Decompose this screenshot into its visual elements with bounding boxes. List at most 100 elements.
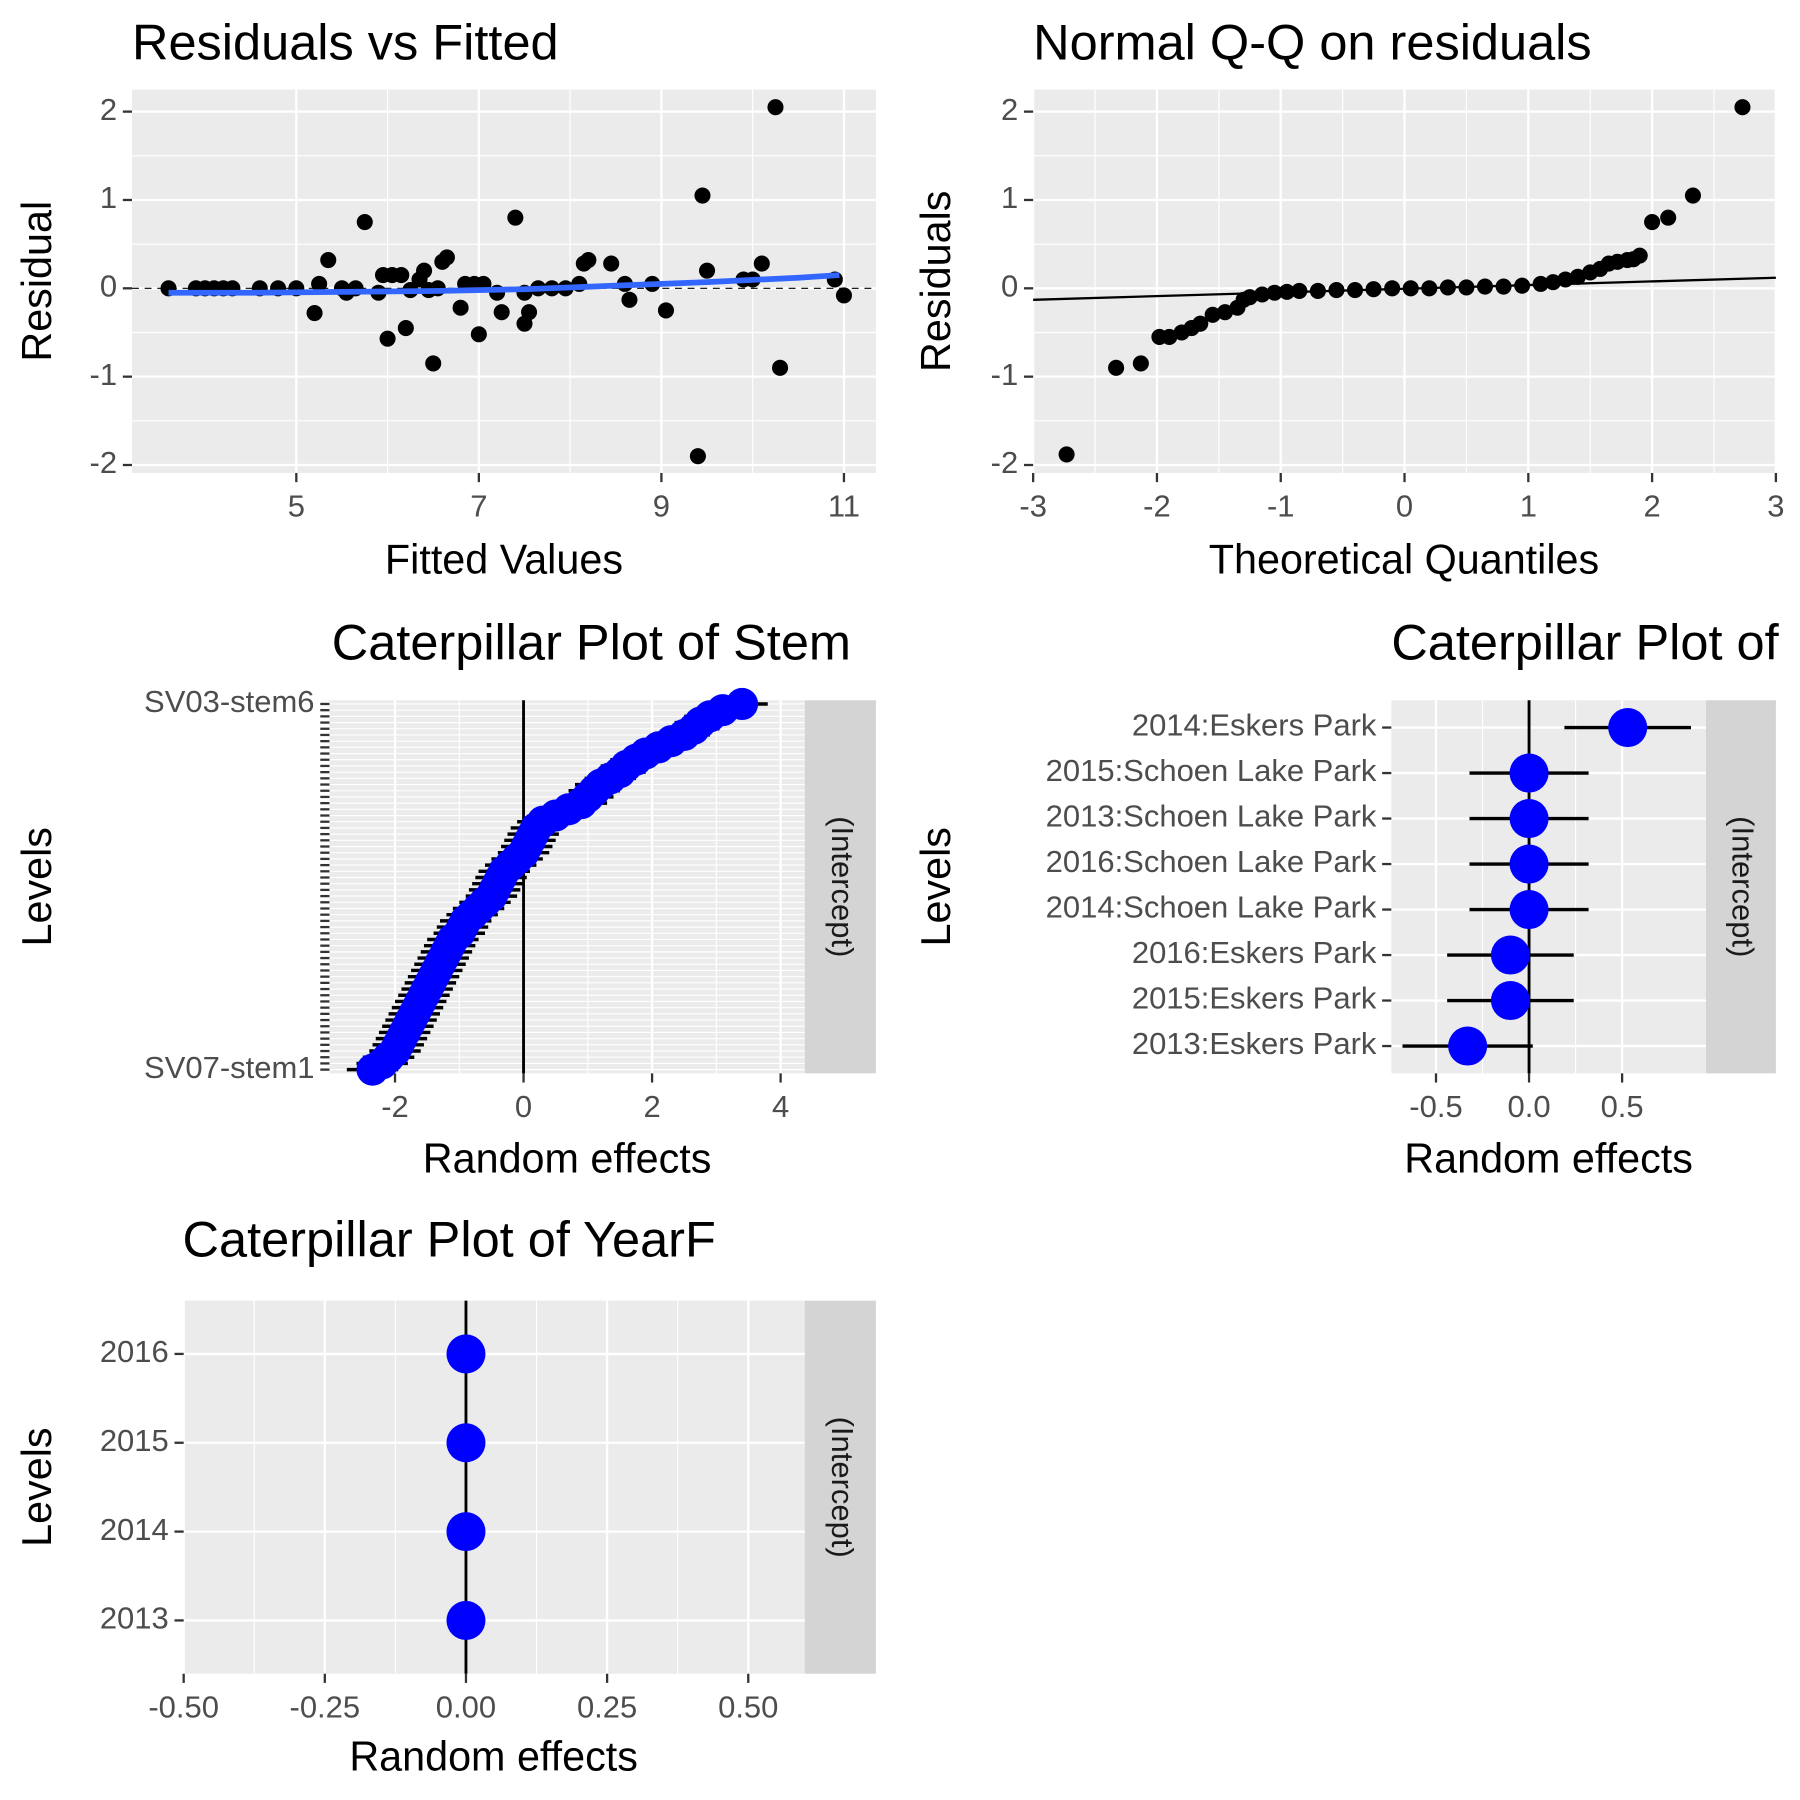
x-tick-label: 11 [828,489,860,524]
y-tick-label: 1 [100,180,117,215]
x-tick-label: -2 [381,1089,409,1124]
x-tick-label: 7 [470,489,487,524]
point [1108,359,1125,376]
y-tick-label: 2013:Eskers Park [1132,1026,1377,1061]
point [507,209,524,226]
point [1631,247,1648,264]
point [1545,274,1562,291]
point [446,1600,486,1640]
point [470,326,487,343]
y-tick-label: 2014:Schoen Lake Park [1046,890,1377,925]
x-tick-label: 0.0 [1508,1089,1551,1124]
point [493,304,510,321]
y-tick-label: -1 [991,357,1019,392]
point [699,262,716,279]
point [1448,1026,1488,1066]
point [1608,708,1648,748]
y-tick-label: 2015 [100,1423,169,1458]
y-tick-label: 2014 [100,1512,169,1547]
y-tick-label: 2016:Schoen Lake Park [1046,844,1377,879]
y-tick-label: 1 [1001,180,1018,215]
point [1192,315,1209,332]
point [1216,304,1234,321]
y-tick-label: 0 [1001,269,1018,304]
x-tick-label: 0.00 [436,1689,496,1724]
y-axis-label: Levels [14,1427,60,1546]
point [621,291,638,308]
point [657,302,674,319]
x-tick-label: -1 [1267,489,1295,524]
point [689,448,706,465]
strip-label: (Intercept) [1726,816,1761,957]
x-tick-label: 9 [653,489,670,524]
point [1509,799,1549,839]
point [725,687,759,721]
plot-background [1391,700,1706,1074]
point [1684,187,1701,204]
x-tick-label: 1 [1520,489,1537,524]
x-axis-label: Random effects [423,1136,712,1182]
point [753,255,770,272]
x-tick-label: -0.50 [148,1689,219,1724]
point [311,275,328,292]
y-tick-label: 2014:Eskers Park [1132,708,1377,743]
point [393,267,410,284]
point [379,330,396,347]
strip-label: (Intercept) [825,1417,860,1558]
point [1058,446,1075,463]
panel-title: Normal Q-Q on residuals [1033,13,1591,70]
y-tick-label: -1 [90,357,118,392]
point [1161,328,1178,345]
point [416,262,433,279]
x-tick-label: 5 [288,489,305,524]
y-tick-label: SV07-stem1 [144,1050,314,1085]
point [603,255,620,272]
y-tick-label: -2 [991,445,1019,480]
y-tick-label: -2 [90,445,118,480]
x-axis-label: Random effects [1404,1136,1693,1182]
panel-title: Caterpillar Plot of [1391,614,1779,671]
x-axis-label: Random effects [349,1734,638,1780]
point [835,287,852,304]
panel-title: Caterpillar Plot of YearF [183,1211,716,1268]
y-tick-label: 2013:Schoen Lake Park [1046,799,1377,834]
y-tick-label: 2015:Schoen Lake Park [1046,753,1377,788]
x-tick-label: -3 [1019,489,1047,524]
y-tick-label: 2 [1001,92,1018,127]
point [425,355,442,372]
x-tick-label: 0 [515,1089,532,1124]
point [446,1423,486,1463]
x-tick-label: 2 [1643,489,1660,524]
x-axis-label: Theoretical Quantiles [1209,536,1599,582]
y-tick-label: 2013 [100,1601,169,1636]
x-tick-label: 4 [772,1089,789,1124]
x-tick-label: 0 [1396,489,1413,524]
point [446,1512,486,1552]
panel-title: Residuals vs Fitted [132,13,559,70]
point [438,249,455,266]
point [1660,209,1677,226]
point [521,304,538,321]
y-axis-label: Levels [14,827,60,946]
point [1509,753,1549,793]
point [1204,306,1221,323]
point [694,187,711,204]
point [1509,844,1549,884]
point [1569,268,1586,285]
x-tick-label: -2 [1143,489,1171,524]
point [1254,286,1271,303]
fit-line [168,272,840,296]
point [1734,99,1751,116]
point [1490,935,1530,975]
x-tick-label: -0.5 [1409,1089,1462,1124]
fit-line [1033,276,1776,301]
point [580,252,597,269]
y-tick-label: 2 [100,92,117,127]
strip [804,700,876,1074]
y-tick-label: 2016 [100,1334,169,1369]
plot-background [183,1300,805,1674]
strip [1705,700,1776,1074]
x-axis-label: Fitted Values [385,536,623,582]
point [306,305,323,322]
